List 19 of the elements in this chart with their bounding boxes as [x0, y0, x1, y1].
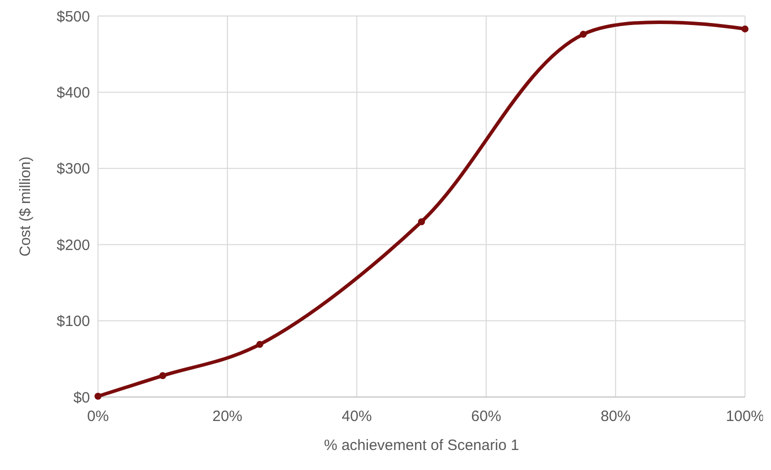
point	[580, 30, 587, 38]
x-tick-label: 40%	[342, 408, 372, 425]
y-tick-label: $300	[56, 160, 90, 178]
y-axis-title: Cost ($ million)	[17, 156, 34, 257]
x-tick-label: 0%	[87, 408, 109, 425]
x-tick-label: 60%	[471, 408, 502, 425]
x-axis-title: % achievement of Scenario 1	[324, 437, 520, 454]
point	[94, 392, 102, 400]
point	[159, 372, 166, 380]
x-tick-label: 20%	[212, 408, 242, 425]
point	[256, 340, 264, 348]
x-tick-label: 80%	[600, 408, 631, 425]
y-tick-label: $100	[56, 313, 90, 330]
y-tick-label: $500	[56, 8, 90, 26]
y-tick-label: $0	[73, 389, 90, 406]
point	[418, 218, 425, 226]
y-tick-label: $400	[56, 84, 90, 102]
y-tick-label: $200	[56, 236, 90, 254]
point	[742, 25, 748, 32]
